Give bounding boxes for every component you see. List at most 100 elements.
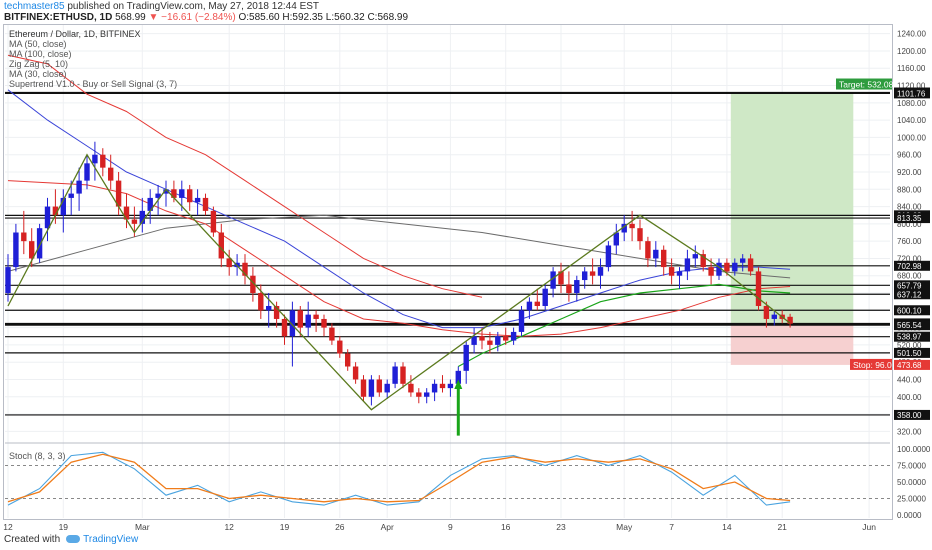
- candle-body: [44, 206, 51, 229]
- candle-body: [210, 210, 217, 233]
- candle-body: [5, 267, 11, 294]
- target-label-box: [836, 78, 892, 90]
- candle-body: [605, 245, 612, 268]
- time-axis-label: 21: [777, 522, 787, 532]
- legend-item-ma30[interactable]: MA (30, close): [9, 69, 67, 79]
- time-axis-label: 23: [556, 522, 566, 532]
- legend-item-zigzag[interactable]: Zig Zag (5, 10): [9, 59, 69, 69]
- price-mark-label: 473.68: [897, 361, 922, 370]
- candle-body: [455, 370, 461, 384]
- candle-body: [408, 383, 414, 393]
- candle-body: [360, 379, 367, 397]
- candle-body: [645, 241, 651, 259]
- legend-title: Ethereum / Dollar, 1D, BITFINEX: [9, 29, 141, 39]
- candle-body: [416, 392, 422, 397]
- candle-body: [345, 353, 351, 367]
- price-axis-label: 1160.00: [897, 64, 926, 73]
- candle-body: [740, 258, 746, 263]
- target-label: Target: 532.08: [839, 80, 894, 90]
- candle-body: [250, 275, 256, 294]
- candle-body: [755, 271, 762, 306]
- stoch-axis-label: 50.0000: [897, 478, 926, 487]
- legend-item-supertrend[interactable]: Supertrend V1.0 - Buy or Sell Signal (3,…: [9, 79, 178, 89]
- stop-label: Stop: 96.0: [853, 360, 892, 370]
- candle-body: [84, 163, 90, 181]
- price-axis-label: 720.00: [897, 254, 922, 263]
- candle-body: [202, 197, 209, 211]
- candle-body: [582, 271, 588, 281]
- stoch-axis-label: 100.0000: [897, 445, 931, 454]
- price-mark-box: [894, 347, 930, 358]
- candle-body: [463, 344, 469, 371]
- candle-body: [424, 392, 430, 397]
- candle-body: [597, 267, 604, 276]
- stoch-axis-label: 25.0000: [897, 495, 926, 504]
- price-mark-box: [894, 260, 930, 271]
- candle-body: [273, 305, 280, 319]
- candle-body: [510, 331, 517, 341]
- candle-body: [29, 241, 35, 259]
- candle-body: [676, 271, 683, 276]
- author-link[interactable]: techmaster85: [4, 1, 65, 12]
- candle-body: [123, 206, 130, 220]
- time-axis-label: 16: [501, 522, 511, 532]
- price-axis-label: 1040.00: [897, 116, 926, 125]
- candle-body: [613, 232, 619, 246]
- buy-signal-arrow-head-icon: [454, 379, 463, 389]
- candle-body: [266, 305, 272, 311]
- candle-body: [352, 366, 359, 380]
- candle-body: [471, 336, 477, 345]
- candle-body: [92, 154, 98, 164]
- price-axis-label: 1080.00: [897, 99, 926, 108]
- candle-body: [692, 254, 698, 259]
- stoch-axis-label: 0.0000: [897, 511, 922, 520]
- price-axis-label: 920.00: [897, 168, 922, 177]
- price-axis-label: 960.00: [897, 151, 922, 160]
- time-axis-label: Apr: [381, 522, 394, 532]
- candle-body: [747, 258, 754, 272]
- candle-body: [732, 262, 738, 272]
- tradingview-link[interactable]: TradingView: [83, 534, 139, 545]
- candle-body: [700, 254, 706, 268]
- price-mark-box: [894, 289, 930, 300]
- candle-body: [60, 197, 66, 216]
- candle-body: [376, 379, 382, 393]
- price-mark-box: [894, 331, 930, 342]
- price-mark-box: [894, 409, 930, 420]
- price-mark-box: [894, 320, 930, 331]
- price-axis-label: 1120.00: [897, 82, 926, 91]
- candle-body: [36, 228, 43, 259]
- supertrend-line: [458, 283, 791, 368]
- candle-body: [187, 189, 193, 203]
- candle-body: [52, 206, 59, 216]
- candle-body: [155, 193, 161, 198]
- price-mark-label: 501.50: [897, 349, 922, 358]
- stop-zone: [730, 323, 854, 365]
- candle-body: [297, 310, 303, 328]
- time-axis-label: 7: [669, 522, 674, 532]
- candle-body: [763, 305, 770, 319]
- legend-item-ma50[interactable]: MA (50, close): [9, 39, 67, 49]
- zigzag-line: [7, 153, 791, 411]
- candle-body: [305, 314, 311, 328]
- time-axis-label: Jun: [862, 522, 876, 532]
- legend-item-ma100[interactable]: MA (100, close): [9, 49, 72, 59]
- candle-body: [384, 383, 390, 393]
- candle-body: [100, 154, 106, 168]
- candle-body: [218, 232, 224, 259]
- candle-body: [637, 228, 643, 242]
- price-change: ▼ −16.61 (−2.84%): [148, 12, 236, 23]
- candle-body: [313, 314, 319, 319]
- price-mark-box: [894, 280, 930, 291]
- stoch-k-line: [7, 451, 791, 506]
- symbol-line: BITFINEX:ETHUSD, 1D 568.99 ▼ −16.61 (−2.…: [4, 12, 408, 23]
- candle-body: [621, 223, 627, 233]
- price-mark-box: [894, 88, 930, 99]
- price-mark-label: 702.98: [897, 262, 922, 271]
- candle-body: [321, 318, 327, 328]
- candle-body: [242, 262, 248, 276]
- candle-body: [495, 336, 501, 345]
- candle-body: [716, 262, 722, 276]
- candle-body: [487, 340, 493, 345]
- price-mark-box: [894, 359, 930, 370]
